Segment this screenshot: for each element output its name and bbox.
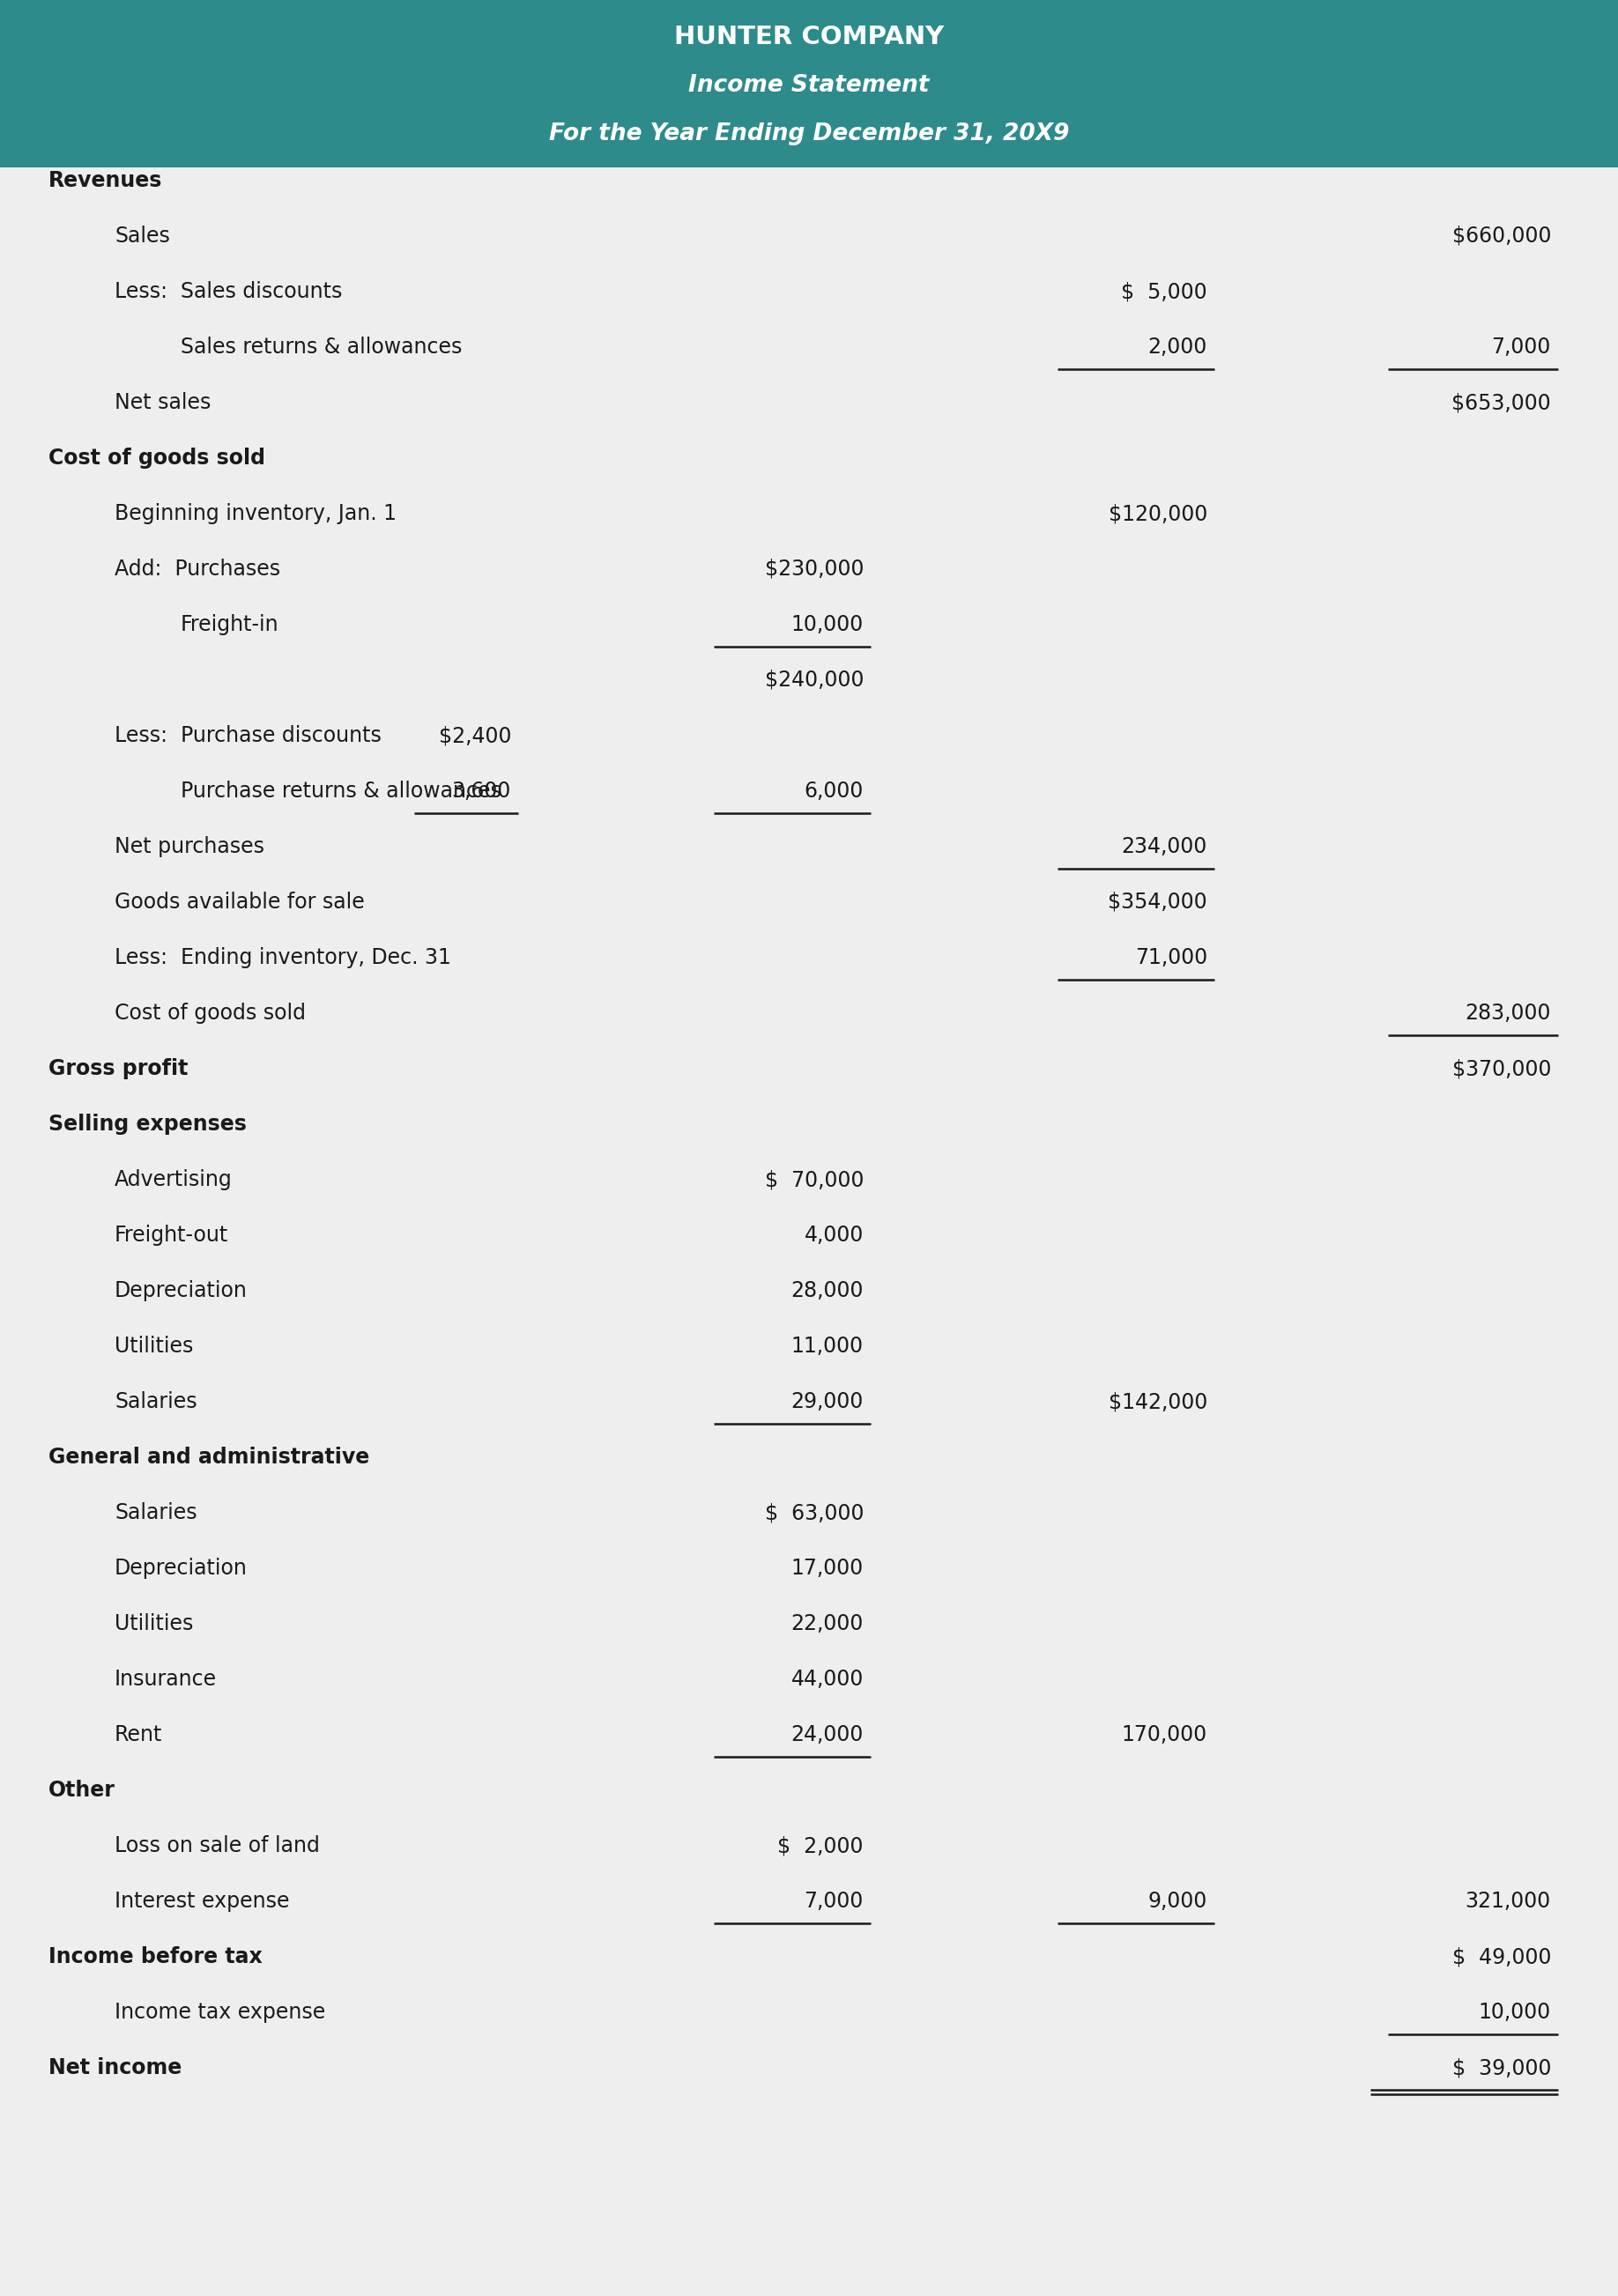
Text: Insurance: Insurance <box>115 1669 217 1690</box>
Text: 22,000: 22,000 <box>791 1614 864 1635</box>
Text: Freight-in: Freight-in <box>181 613 278 636</box>
Text: Selling expenses: Selling expenses <box>49 1114 246 1134</box>
Text: $240,000: $240,000 <box>764 670 864 691</box>
Text: 11,000: 11,000 <box>791 1336 864 1357</box>
Text: Utilities: Utilities <box>115 1614 193 1635</box>
Text: $  49,000: $ 49,000 <box>1451 1947 1552 1968</box>
Text: 44,000: 44,000 <box>791 1669 864 1690</box>
Text: Sales: Sales <box>115 225 170 246</box>
Text: 10,000: 10,000 <box>791 613 864 636</box>
Text: Revenues: Revenues <box>49 170 162 191</box>
Text: 7,000: 7,000 <box>804 1890 864 1913</box>
Text: Add:  Purchases: Add: Purchases <box>115 558 280 579</box>
Text: 2,000: 2,000 <box>1147 338 1207 358</box>
Text: Net sales: Net sales <box>115 393 210 413</box>
Text: 3,600: 3,600 <box>451 781 511 801</box>
Text: Rent: Rent <box>115 1724 162 1745</box>
Text: Other: Other <box>49 1779 115 1800</box>
Text: HUNTER COMPANY: HUNTER COMPANY <box>675 25 943 48</box>
Text: 7,000: 7,000 <box>1492 338 1552 358</box>
Text: $  39,000: $ 39,000 <box>1451 2057 1552 2078</box>
Text: $142,000: $142,000 <box>1108 1391 1207 1412</box>
Text: 9,000: 9,000 <box>1147 1890 1207 1913</box>
Text: Cost of goods sold: Cost of goods sold <box>115 1003 306 1024</box>
Text: $370,000: $370,000 <box>1451 1058 1552 1079</box>
Text: Interest expense: Interest expense <box>115 1890 290 1913</box>
Text: 29,000: 29,000 <box>791 1391 864 1412</box>
Text: 17,000: 17,000 <box>791 1557 864 1580</box>
Text: Beginning inventory, Jan. 1: Beginning inventory, Jan. 1 <box>115 503 396 523</box>
Text: Net income: Net income <box>49 2057 181 2078</box>
Text: 10,000: 10,000 <box>1479 2002 1552 2023</box>
Text: 170,000: 170,000 <box>1121 1724 1207 1745</box>
Text: $354,000: $354,000 <box>1108 891 1207 914</box>
Text: 4,000: 4,000 <box>804 1224 864 1247</box>
FancyBboxPatch shape <box>0 168 1618 2296</box>
Text: 6,000: 6,000 <box>804 781 864 801</box>
Text: Advertising: Advertising <box>115 1169 233 1189</box>
FancyBboxPatch shape <box>0 0 1618 168</box>
Text: Income Statement: Income Statement <box>689 73 929 96</box>
Text: Loss on sale of land: Loss on sale of land <box>115 1835 320 1857</box>
Text: Net purchases: Net purchases <box>115 836 264 856</box>
Text: Less:  Purchase discounts: Less: Purchase discounts <box>115 726 382 746</box>
Text: $2,400: $2,400 <box>438 726 511 746</box>
Text: 234,000: 234,000 <box>1121 836 1207 856</box>
Text: $660,000: $660,000 <box>1451 225 1552 246</box>
Text: Salaries: Salaries <box>115 1502 197 1522</box>
Text: Gross profit: Gross profit <box>49 1058 188 1079</box>
Text: Freight-out: Freight-out <box>115 1224 228 1247</box>
Text: Salaries: Salaries <box>115 1391 197 1412</box>
Text: $  70,000: $ 70,000 <box>764 1169 864 1189</box>
Text: Less:  Sales discounts: Less: Sales discounts <box>115 280 343 303</box>
Text: Goods available for sale: Goods available for sale <box>115 891 364 914</box>
Text: $  5,000: $ 5,000 <box>1121 280 1207 303</box>
Text: General and administrative: General and administrative <box>49 1446 369 1467</box>
Text: Depreciation: Depreciation <box>115 1557 248 1580</box>
Text: 321,000: 321,000 <box>1466 1890 1552 1913</box>
Text: 24,000: 24,000 <box>791 1724 864 1745</box>
Text: 71,000: 71,000 <box>1134 948 1207 969</box>
Text: $230,000: $230,000 <box>764 558 864 579</box>
Text: Sales returns & allowances: Sales returns & allowances <box>181 338 463 358</box>
Text: Less:  Ending inventory, Dec. 31: Less: Ending inventory, Dec. 31 <box>115 948 451 969</box>
Text: $  63,000: $ 63,000 <box>764 1502 864 1522</box>
Text: 28,000: 28,000 <box>791 1281 864 1302</box>
Text: Purchase returns & allowances: Purchase returns & allowances <box>181 781 502 801</box>
Text: For the Year Ending December 31, 20X9: For the Year Ending December 31, 20X9 <box>549 122 1069 145</box>
Text: $653,000: $653,000 <box>1451 393 1552 413</box>
Text: $120,000: $120,000 <box>1108 503 1207 523</box>
Text: Utilities: Utilities <box>115 1336 193 1357</box>
Text: Cost of goods sold: Cost of goods sold <box>49 448 265 468</box>
Text: $  2,000: $ 2,000 <box>778 1835 864 1857</box>
Text: Income before tax: Income before tax <box>49 1947 262 1968</box>
Text: Depreciation: Depreciation <box>115 1281 248 1302</box>
Text: Income tax expense: Income tax expense <box>115 2002 325 2023</box>
Text: 283,000: 283,000 <box>1466 1003 1552 1024</box>
